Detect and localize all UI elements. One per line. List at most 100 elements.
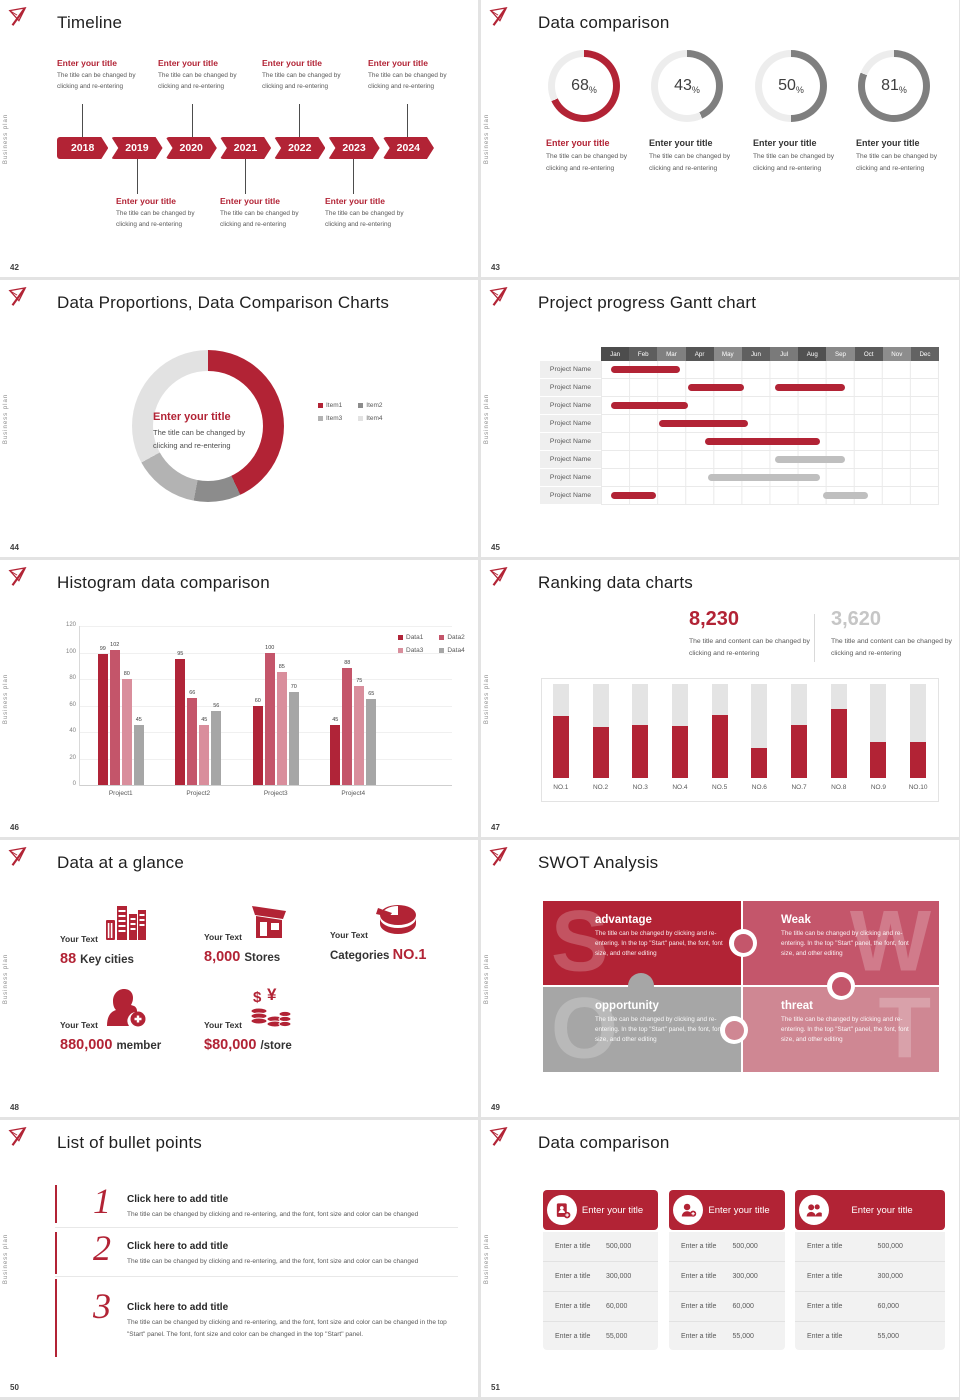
gantt-month-cell: Jun: [741, 347, 771, 361]
bullet-number: 2: [93, 1228, 111, 1268]
gantt-row: Project Name: [540, 433, 939, 451]
histogram-bar: [264, 652, 275, 785]
gantt-month-cell: Jan: [601, 347, 630, 361]
card-data-row: Enter a title 500,000: [795, 1232, 945, 1261]
gantt-month-cell: Apr: [685, 347, 714, 361]
ring-caption-title: Enter your title: [649, 138, 713, 148]
page-number: 42: [10, 263, 19, 272]
timeline-connector-line: [245, 159, 246, 194]
gantt-row-label: Project Name: [540, 415, 601, 433]
histogram-bar: [175, 659, 186, 785]
glance-item-label: Your Text: [204, 1020, 242, 1030]
gantt-row: Project Name: [540, 361, 939, 379]
glance-value-part: Stores: [244, 952, 281, 964]
ranking-category-label: NO.7: [791, 784, 807, 791]
gantt-row-grid: [601, 379, 939, 397]
histogram-bar-value: 100: [265, 644, 275, 651]
histogram-bar-value: 45: [135, 717, 142, 724]
slide-title: Ranking data charts: [538, 573, 693, 592]
ring-caption-body: The title can be changed by clicking and…: [856, 153, 938, 172]
page-number: 51: [491, 1383, 500, 1392]
ranking-bar-fill: [552, 715, 569, 778]
card-row-label: Enter a title: [681, 1333, 717, 1340]
histogram-bar-value: 56: [213, 702, 220, 709]
legend-label: Data4: [447, 647, 465, 654]
gantt-row: Project Name: [540, 397, 939, 415]
gantt-row-label: Project Name: [540, 451, 601, 469]
gantt-row-label: Project Name: [540, 487, 601, 505]
legend-swatch: [358, 416, 364, 421]
gantt-bar: [822, 492, 868, 499]
swot-letter: O: [551, 987, 618, 1072]
card-row-label: Enter a title: [807, 1303, 843, 1310]
legend-item: Item1: [318, 402, 342, 409]
histogram-bar: [342, 668, 353, 785]
timeline-entry-title: Enter your title: [262, 58, 322, 68]
y-gridline: [80, 626, 452, 627]
legend-item: Item3: [318, 415, 342, 422]
progress-ring-value: 50%: [778, 77, 804, 95]
glance-item-top: Your Text: [60, 902, 210, 947]
bullet-separator: [55, 1276, 458, 1277]
puzzle-knob: [831, 976, 851, 996]
card-row-value: 300,000: [877, 1273, 903, 1280]
x-axis-category-label: Project3: [263, 790, 288, 797]
city-buildings-icon: [104, 902, 148, 947]
swot-text: opportunity The title can be changed by c…: [595, 1000, 737, 1045]
timeline-years: 2018 2019 2020 2021 2022 2023 2024: [57, 137, 434, 159]
glance-item-top: Your Text: [60, 988, 210, 1033]
gantt-row-label: Project Name: [540, 433, 601, 451]
slide-title: Project progress Gantt chart: [538, 293, 757, 312]
legend-label: Data2: [447, 634, 465, 641]
glance-value-part: 8,000: [204, 949, 245, 965]
card-row-value: 55,000: [732, 1333, 754, 1340]
slide-title: Data Proportions, Data Comparison Charts: [57, 293, 390, 312]
ring-caption: Enter your title The title can be changed…: [649, 138, 749, 174]
card-row-value: 500,000: [605, 1243, 632, 1250]
gantt-row-grid: [601, 469, 939, 487]
ranking-category-label: NO.9: [870, 784, 887, 791]
progress-ring-value: 81%: [881, 77, 907, 95]
swot-text: advantage The title can be changed by cli…: [595, 914, 737, 959]
bullet-separator: [55, 1227, 458, 1228]
puzzle-knob: [733, 933, 753, 953]
swot-title: advantage: [595, 914, 652, 926]
y-axis-tick-label: 80: [69, 675, 76, 681]
slide-title: List of bullet points: [57, 1133, 203, 1152]
histogram-bar-value: 80: [123, 671, 130, 677]
timeline-entry: Enter your title The title can be changed…: [368, 58, 466, 93]
card-body: Enter a title 500,000 Enter a title 300,000…: [669, 1232, 785, 1350]
card-row-value: 60,000: [605, 1303, 628, 1310]
brand-logo-icon: [488, 566, 510, 588]
card-row-value: 55,000: [877, 1333, 899, 1340]
y-axis-tick-label: 100: [65, 648, 76, 655]
glance-item-label: Your Text: [330, 930, 368, 940]
histogram-bar: [211, 710, 222, 785]
slide-title: Data comparison: [538, 13, 670, 32]
swot-text: Weak The title can be changed by clicking…: [781, 914, 923, 959]
glance-item-top: Your Text $ ¥: [204, 985, 354, 1033]
bullet-title: Click here to add title: [127, 1241, 229, 1252]
ring-caption-title: Enter your title: [753, 138, 817, 148]
ranking-bar-fill: [671, 726, 688, 778]
swot-body: The title can be changed by clicking and…: [781, 1016, 909, 1044]
legend-item: Item4: [358, 415, 383, 422]
gantt-month-cell: May: [713, 347, 742, 361]
vertical-brand-text: Business plan: [3, 1233, 9, 1284]
glance-value-part: 88: [60, 951, 81, 967]
card-data-row: Enter a title 500,000: [669, 1232, 785, 1261]
swot-letter: W: [849, 901, 931, 985]
ranking-category-label: NO.6: [751, 784, 767, 791]
donut-chart: [132, 350, 284, 502]
histogram-bar: [199, 725, 210, 785]
chart-legend: Item1 Item2 Item3 Item4: [318, 402, 383, 422]
glance-item-value-line: 880,000 member: [60, 1036, 210, 1054]
legend-swatch: [318, 403, 323, 408]
card-data-row: Enter a title 300,000: [669, 1261, 785, 1291]
timeline-connector-line: [353, 159, 354, 194]
coins-icon: $ ¥: [248, 985, 292, 1033]
timeline-entry-title: Enter your title: [368, 58, 428, 68]
